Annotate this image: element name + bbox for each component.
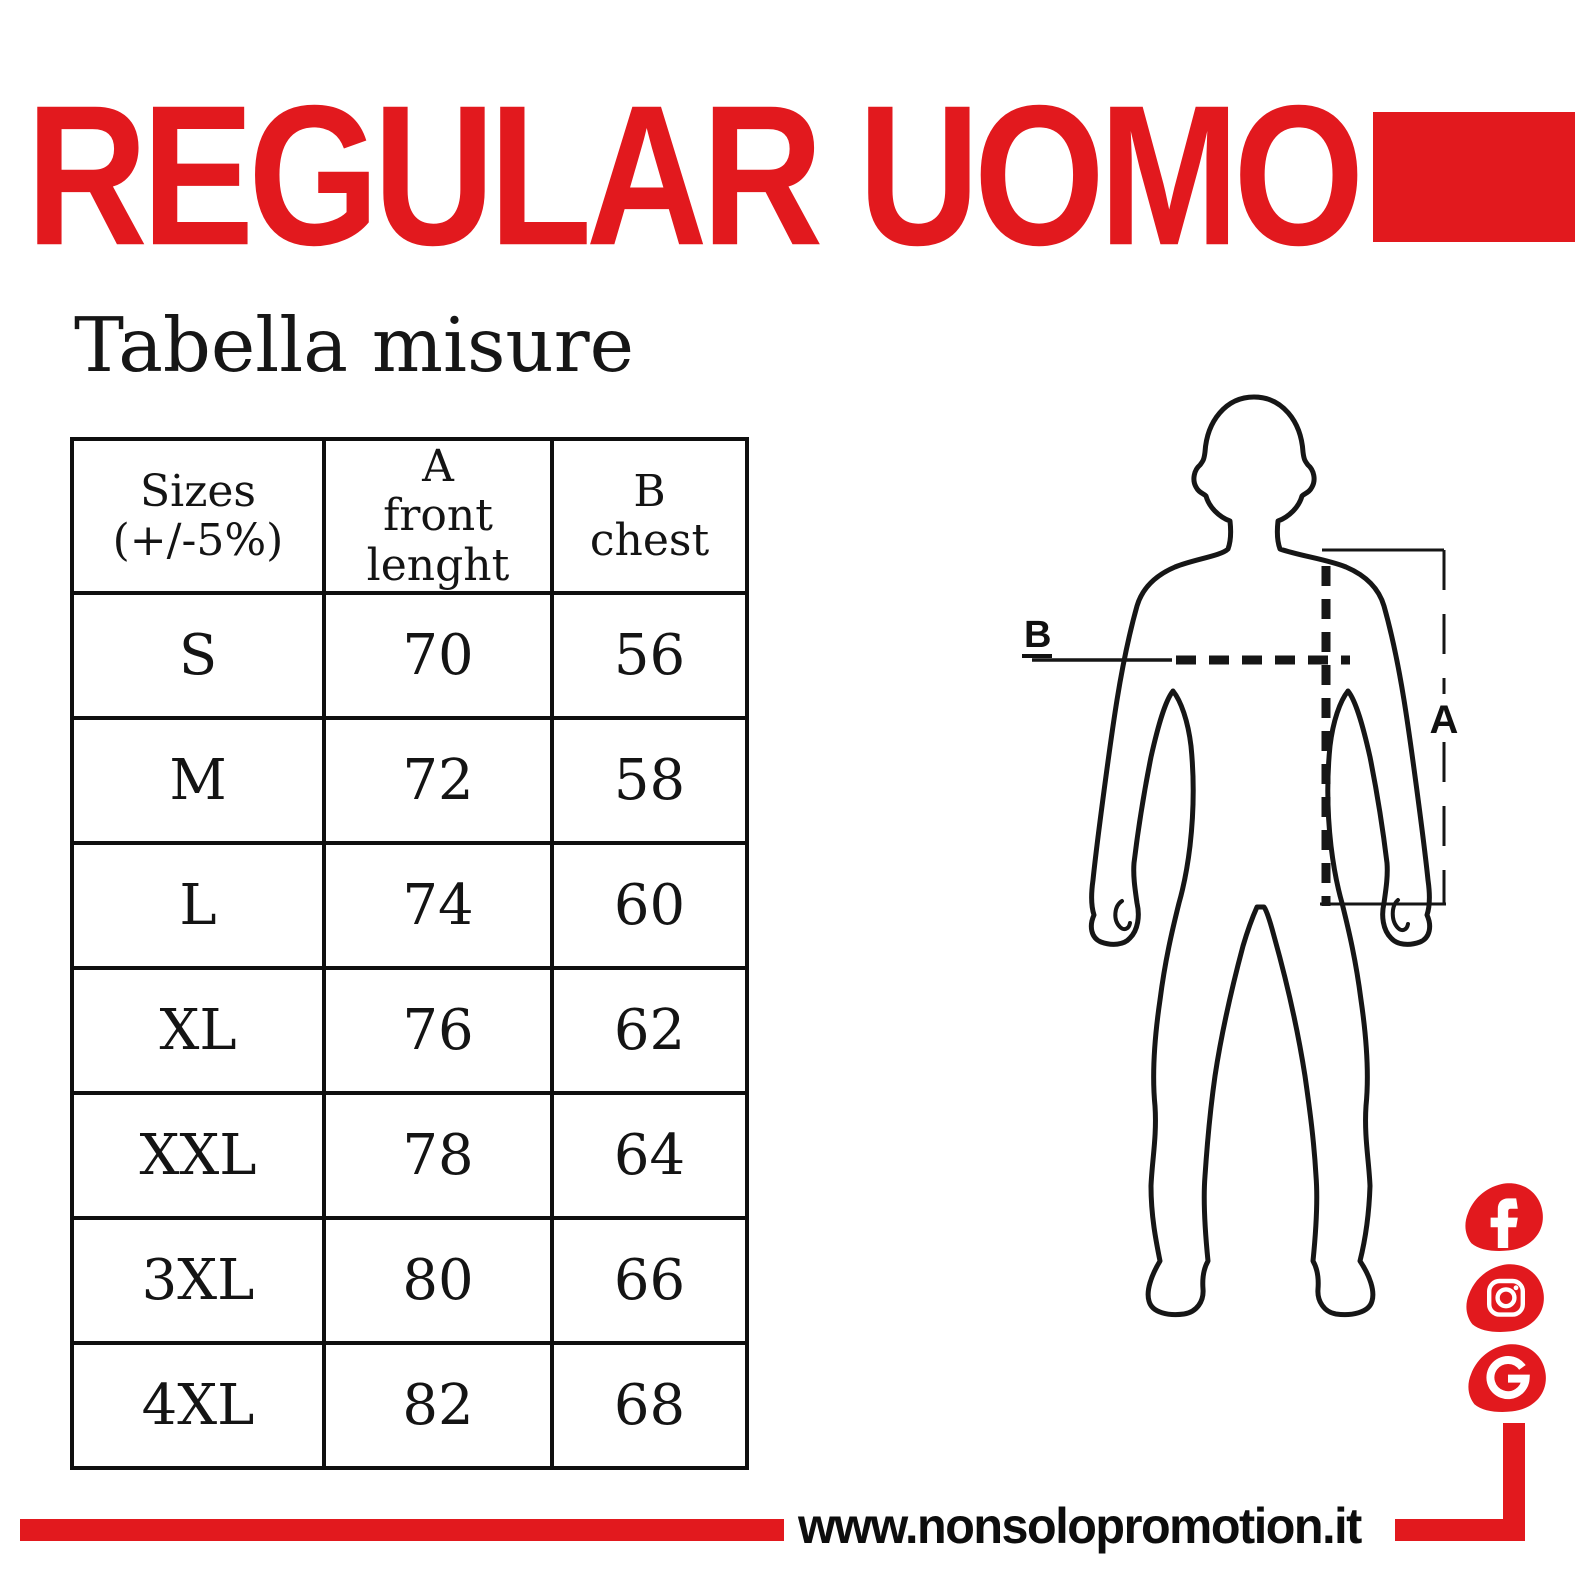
size-cell: S (70, 591, 326, 720)
chest-cell: 56 (550, 591, 749, 720)
body-outline (1088, 394, 1433, 1318)
google-icon[interactable] (1468, 1340, 1548, 1414)
size-cell: 3XL (70, 1216, 326, 1345)
front-length-cell: 78 (322, 1091, 554, 1220)
col-header-lenght: lenght (366, 539, 510, 591)
label-a: A (1430, 698, 1459, 742)
section-title: Tabella misure (74, 301, 634, 389)
header-red-block (1373, 112, 1575, 242)
chest-cell: 60 (550, 841, 749, 970)
col-header-a-letter: A (422, 441, 454, 493)
size-cell: 4XL (70, 1341, 326, 1470)
chest-cell: 68 (550, 1341, 749, 1470)
col-header-chest: B chest (550, 437, 749, 595)
footer-red-bar-right (1395, 1519, 1525, 1541)
footer-red-bar-vertical (1503, 1423, 1525, 1519)
label-a-backdrop (1426, 694, 1462, 742)
right-hand-detail (1390, 898, 1410, 933)
size-cell: XL (70, 966, 326, 1095)
size-table: Sizes (+/-5%) A front lenght B chest S 7… (70, 437, 749, 1470)
size-cell: L (70, 841, 326, 970)
table-row: 3XL 80 66 (70, 1216, 749, 1345)
front-length-cell: 70 (322, 591, 554, 720)
footer-red-bar-left (20, 1519, 784, 1541)
col-header-chest-label: chest (589, 515, 710, 566)
table-row: L 74 60 (70, 841, 749, 970)
table-row: S 70 56 (70, 591, 749, 720)
chest-cell: 64 (550, 1091, 749, 1220)
website-link[interactable]: www.nonsolopromotion.it (798, 1498, 1362, 1554)
facebook-icon[interactable] (1465, 1179, 1545, 1253)
left-hand-detail (1113, 899, 1132, 932)
front-length-cell: 76 (322, 966, 554, 1095)
table-row: XL 76 62 (70, 966, 749, 1095)
chest-cell: 62 (550, 966, 749, 1095)
size-cell: XXL (70, 1091, 326, 1220)
front-length-cell: 82 (322, 1341, 554, 1470)
col-header-sizes: Sizes (+/-5%) (70, 437, 326, 595)
table-row: 4XL 82 68 (70, 1341, 749, 1470)
body-measurement-diagram: B A (1022, 394, 1462, 1318)
col-header-front: front (383, 490, 493, 542)
col-header-sizes-tolerance: (+/-5%) (112, 515, 284, 566)
front-length-cell: 72 (322, 716, 554, 845)
chest-cell: 66 (550, 1216, 749, 1345)
table-header-row: Sizes (+/-5%) A front lenght B chest (70, 437, 749, 595)
chest-cell: 58 (550, 716, 749, 845)
instagram-icon[interactable] (1466, 1260, 1546, 1334)
col-header-sizes-line: Sizes (139, 465, 256, 517)
front-length-cell: 80 (322, 1216, 554, 1345)
col-header-front-length: A front lenght (322, 437, 554, 595)
label-b: B (1024, 614, 1051, 656)
front-length-cell: 74 (322, 841, 554, 970)
table-row: M 72 58 (70, 716, 749, 845)
table-row: XXL 78 64 (70, 1091, 749, 1220)
col-header-b-letter: B (633, 465, 666, 517)
page-title: REGULAR UOMO (26, 63, 1364, 288)
size-cell: M (70, 716, 326, 845)
